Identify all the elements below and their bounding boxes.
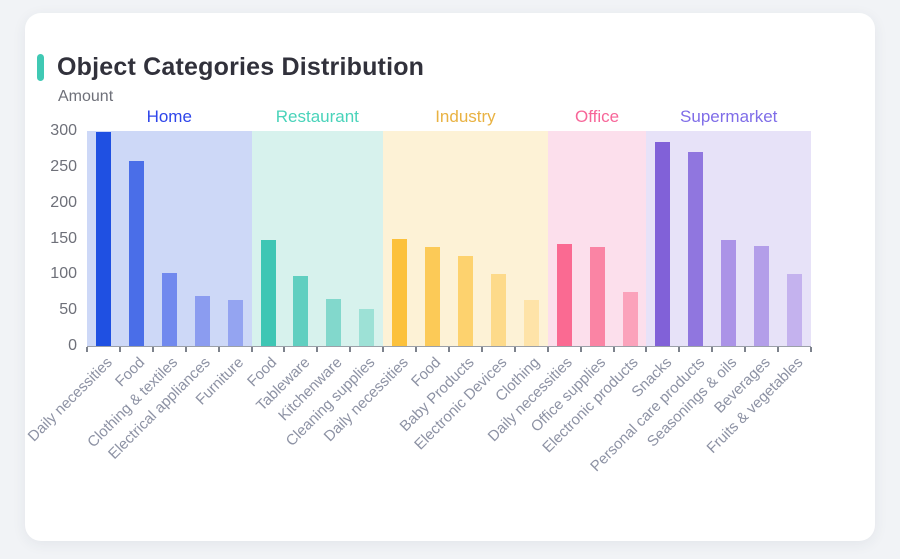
y-axis-label: 150 (50, 229, 77, 247)
x-axis-tick (744, 347, 747, 352)
x-axis-line (87, 346, 811, 347)
x-axis-tick (579, 347, 582, 352)
bar-home-daily-necessities[interactable] (95, 132, 111, 346)
x-axis-tick (546, 347, 549, 352)
bar-industry-clothing[interactable] (523, 300, 539, 346)
x-axis-tick (448, 347, 450, 352)
bar-supermarket-snacks[interactable] (655, 141, 671, 346)
x-axis-tick (645, 347, 648, 352)
x-axis-tick (151, 347, 154, 352)
bar-supermarket-personal-care-products[interactable] (688, 151, 704, 346)
bar-industry-electronic-devices[interactable] (490, 274, 506, 346)
bar-home-furniture[interactable] (227, 300, 243, 346)
x-axis-tick (184, 347, 187, 352)
y-axis-label: 300 (50, 122, 77, 139)
x-axis-tick (349, 347, 352, 352)
x-axis-tick (678, 347, 681, 352)
bar-restaurant-tableware[interactable] (293, 276, 309, 346)
x-axis-tick (415, 347, 418, 352)
y-axis-label: 200 (50, 193, 77, 211)
x-axis-tick (711, 347, 714, 352)
x-axis-tick (382, 347, 385, 352)
y-axis-label: 0 (68, 337, 77, 354)
y-axis-label: 250 (50, 157, 77, 175)
x-axis-tick (217, 347, 220, 352)
bar-supermarket-seasonings-oils[interactable] (721, 239, 737, 346)
bar-office-daily-necessities[interactable] (556, 243, 572, 346)
x-axis-tick (480, 347, 483, 352)
bar-home-electrical-appliances[interactable] (194, 295, 210, 346)
x-axis-tick (250, 347, 253, 352)
bar-industry-food[interactable] (425, 247, 441, 346)
group-label-industry: Industry (435, 107, 496, 126)
chart-card: Object Categories Distribution Amount 0 5… (24, 13, 875, 541)
y-axis-name: Amount (58, 88, 114, 105)
bar-chart: Amount 0 50 100 150 200 250 300 Home Daily neces… (24, 83, 875, 541)
chart-title: Object Categories Distribution (57, 52, 425, 81)
bar-industry-daily-necessities[interactable] (392, 238, 408, 346)
y-axis-label: 50 (59, 301, 77, 319)
bar-supermarket-fruits-vegetables[interactable] (787, 273, 803, 346)
group-label-restaurant: Restaurant (275, 107, 359, 126)
x-axis-tick (283, 347, 286, 352)
card-header: Object Categories Distribution (25, 51, 875, 83)
bar-restaurant-kitchenware[interactable] (326, 299, 342, 346)
x-axis-tick (513, 347, 516, 352)
bar-home-clothing-textiles[interactable] (161, 272, 177, 346)
x-axis-tick (118, 347, 121, 352)
y-axis-label: 100 (50, 265, 77, 283)
group-label-supermarket: Supermarket (680, 107, 778, 126)
x-axis-tick (777, 347, 780, 352)
bar-office-electronic-products[interactable] (622, 292, 638, 346)
x-axis-tick (316, 347, 319, 352)
x-axis-tick (612, 347, 615, 352)
x-axis-tick (86, 347, 88, 352)
x-axis-tick (810, 347, 812, 352)
bar-industry-baby-products[interactable] (457, 255, 473, 346)
group-label-office: Office (575, 107, 620, 126)
bar-restaurant-food[interactable] (260, 239, 276, 346)
group-label-home: Home (146, 107, 192, 126)
bar-restaurant-cleaning-supplies[interactable] (359, 309, 375, 346)
bar-supermarket-beverages[interactable] (754, 245, 770, 346)
title-accent-bar (37, 53, 44, 81)
bar-home-food[interactable] (128, 161, 144, 346)
bar-office-office-supplies[interactable] (589, 247, 605, 346)
